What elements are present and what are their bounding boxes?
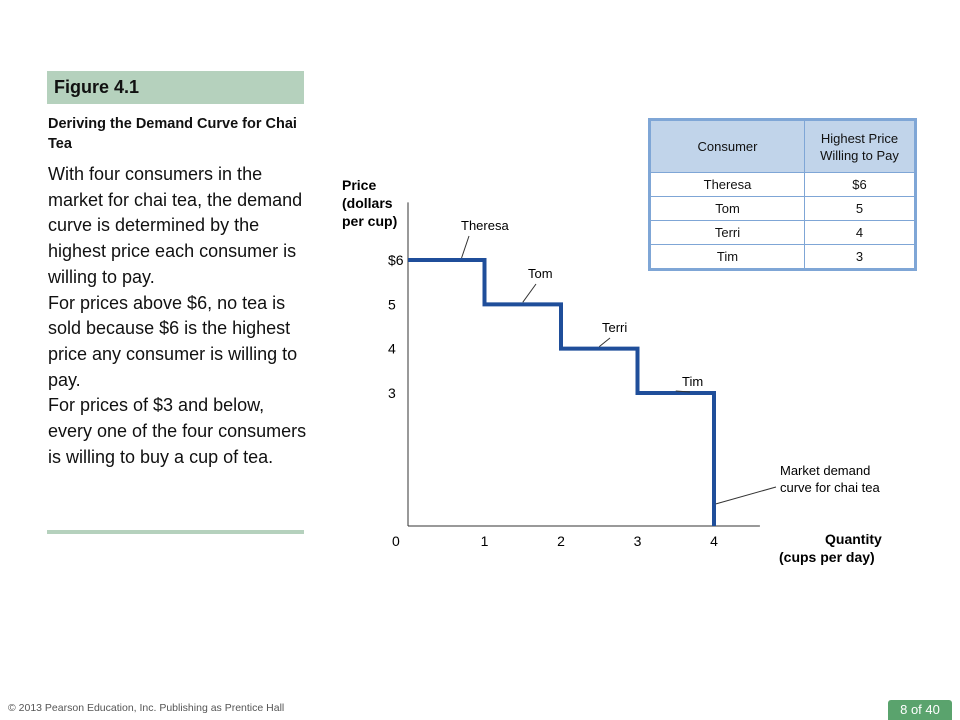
table-header-price: Highest Price Willing to Pay xyxy=(804,119,916,173)
table-cell-price: $6 xyxy=(804,172,916,197)
copyright-footer: © 2013 Pearson Education, Inc. Publishin… xyxy=(8,702,285,714)
y-tick-label: 3 xyxy=(388,385,396,401)
figure-subtitle: Deriving the Demand Curve for Chai Tea xyxy=(48,116,297,152)
table-cell-consumer: Tom xyxy=(649,196,805,221)
annotation-leader-line xyxy=(522,283,537,303)
demand-chart: Price (dollars per cup) Quantity (cups per d… xyxy=(342,177,882,565)
curve-annotation-label: Theresa xyxy=(461,218,509,233)
table-row: Tom 5 xyxy=(649,196,916,221)
table-cell-consumer: Tim xyxy=(649,244,805,270)
figure-description: With four consumers in the market for ch… xyxy=(48,162,310,470)
annotation-leader-line xyxy=(461,235,470,259)
table-row: Terri 4 xyxy=(649,220,916,245)
y-axis-label: per cup) xyxy=(342,213,397,229)
curve-annotation-label: Tim xyxy=(682,374,703,389)
description-paragraph-3: For prices of $3 and below, every one of… xyxy=(48,395,307,467)
table-cell-consumer: Theresa xyxy=(649,172,805,197)
table-cell-price: 4 xyxy=(804,220,916,245)
consumer-price-table: Consumer Highest Price Willing to Pay Th… xyxy=(648,118,917,271)
y-tick-label: $6 xyxy=(388,252,404,268)
page-number-badge: 8 of 40 xyxy=(888,700,952,720)
y-tick-label: 5 xyxy=(388,296,396,312)
table-header-row: Consumer Highest Price Willing to Pay xyxy=(649,119,916,173)
table-cell-consumer: Terri xyxy=(649,220,805,245)
y-tick-label: 4 xyxy=(388,341,396,357)
x-tick-label: 2 xyxy=(557,533,565,549)
table-row: Theresa $6 xyxy=(649,172,916,197)
x-tick-label: 1 xyxy=(481,533,489,549)
y-axis-label: (dollars xyxy=(342,195,393,211)
table-header-consumer: Consumer xyxy=(649,119,805,173)
curve-annotation-label: Market demand xyxy=(780,463,870,478)
table-row: Tim 3 xyxy=(649,244,916,270)
section-divider xyxy=(47,530,304,534)
x-axis-label: (cups per day) xyxy=(779,549,875,565)
figure-label: Figure 4.1 xyxy=(47,71,304,104)
curve-annotation-label: Tom xyxy=(528,266,553,281)
annotation-leader-line xyxy=(715,486,777,505)
curve-annotation-label: Terri xyxy=(602,320,627,335)
x-tick-label: 4 xyxy=(710,533,718,549)
table-cell-price: 3 xyxy=(804,244,916,270)
x-axis-label: Quantity xyxy=(825,531,882,547)
annotation-leader-line xyxy=(675,390,691,393)
x-tick-label: 3 xyxy=(634,533,642,549)
annotation-leader-line xyxy=(598,337,611,348)
y-axis-label: Price xyxy=(342,177,376,193)
demand-curve-line xyxy=(408,258,716,526)
description-paragraph-1: With four consumers in the market for ch… xyxy=(48,164,303,287)
table-cell-price: 5 xyxy=(804,196,916,221)
x-tick-label: 0 xyxy=(392,533,400,549)
curve-annotation-label: curve for chai tea xyxy=(780,480,880,495)
description-paragraph-2: For prices above $6, no tea is sold beca… xyxy=(48,292,298,390)
